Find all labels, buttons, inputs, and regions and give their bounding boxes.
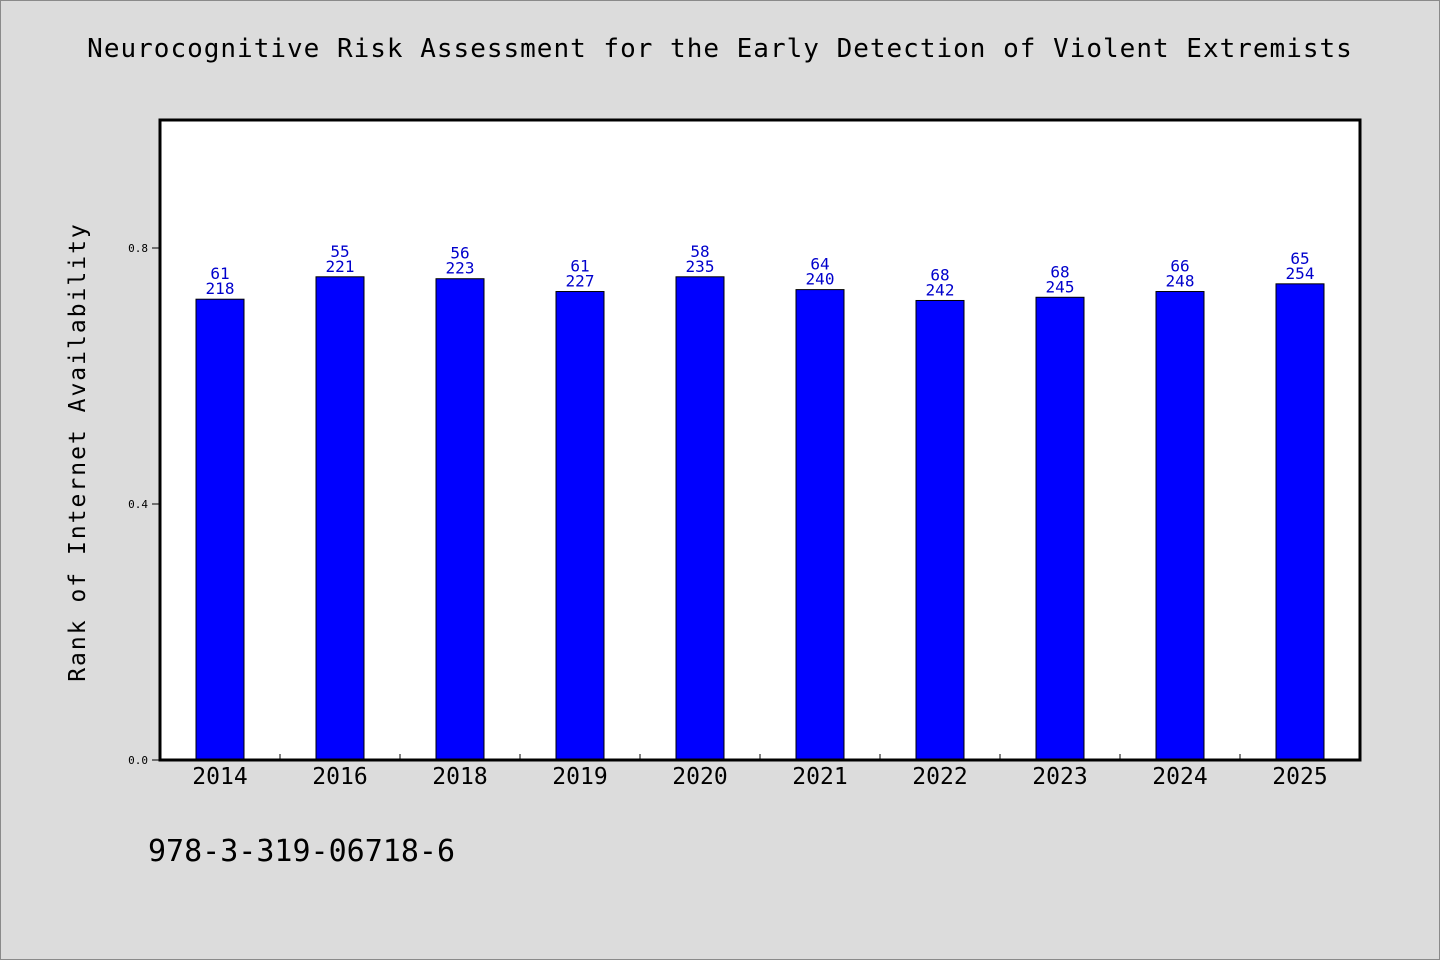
- bar-label-bottom: 248: [1166, 272, 1195, 291]
- bar-label-bottom: 242: [926, 280, 955, 299]
- bar: [1035, 296, 1085, 761]
- isbn-label: 978-3-319-06718-6: [148, 834, 456, 869]
- y-tick-label: 0.0: [128, 754, 148, 767]
- bar-label-top: 65: [1290, 249, 1309, 268]
- bar-label-top: 66: [1170, 257, 1189, 276]
- x-tick-label: 2020: [672, 764, 727, 790]
- bar-label-bottom: 254: [1286, 264, 1315, 283]
- bar-label-bottom: 221: [326, 257, 355, 276]
- x-tick-label: 2019: [552, 764, 607, 790]
- bar: [795, 289, 845, 761]
- x-tick-label: 2021: [792, 764, 847, 790]
- bar: [315, 276, 365, 761]
- bar: [1275, 283, 1325, 761]
- x-tick-label: 2023: [1032, 764, 1087, 790]
- x-tick-label: 2025: [1272, 764, 1327, 790]
- x-tick-label: 2024: [1152, 764, 1207, 790]
- x-tick-label: 2014: [192, 764, 247, 790]
- x-tick-label: 2022: [912, 764, 967, 790]
- bar-label-top: 56: [450, 244, 469, 263]
- plot-border: [158, 118, 1362, 762]
- bar: [915, 299, 965, 761]
- bar-label-bottom: 235: [686, 257, 715, 276]
- bar-label-top: 68: [1050, 262, 1069, 281]
- bar-label-top: 55: [330, 242, 349, 261]
- bar-label-top: 61: [570, 257, 589, 276]
- x-tick-label: 2016: [312, 764, 367, 790]
- bar-label-bottom: 240: [806, 270, 835, 289]
- bar-label-bottom: 227: [566, 272, 595, 291]
- bar: [555, 291, 605, 761]
- x-tick-label: 2018: [432, 764, 487, 790]
- bar: [1155, 291, 1205, 761]
- bar-label-top: 64: [810, 255, 829, 274]
- bar: [195, 298, 245, 761]
- bar: [675, 276, 725, 761]
- bar-label-top: 61: [210, 264, 229, 283]
- bar-label-bottom: 223: [446, 259, 475, 278]
- bar-label-bottom: 245: [1046, 277, 1075, 296]
- y-tick-label: 0.4: [128, 498, 148, 511]
- bar-label-bottom: 218: [206, 279, 235, 298]
- bar-label-top: 68: [930, 265, 949, 284]
- y-tick-label: 0.8: [128, 242, 148, 255]
- bar: [435, 278, 485, 761]
- bar-label-top: 58: [690, 242, 709, 261]
- chart-title: Neurocognitive Risk Assessment for the E…: [87, 34, 1353, 64]
